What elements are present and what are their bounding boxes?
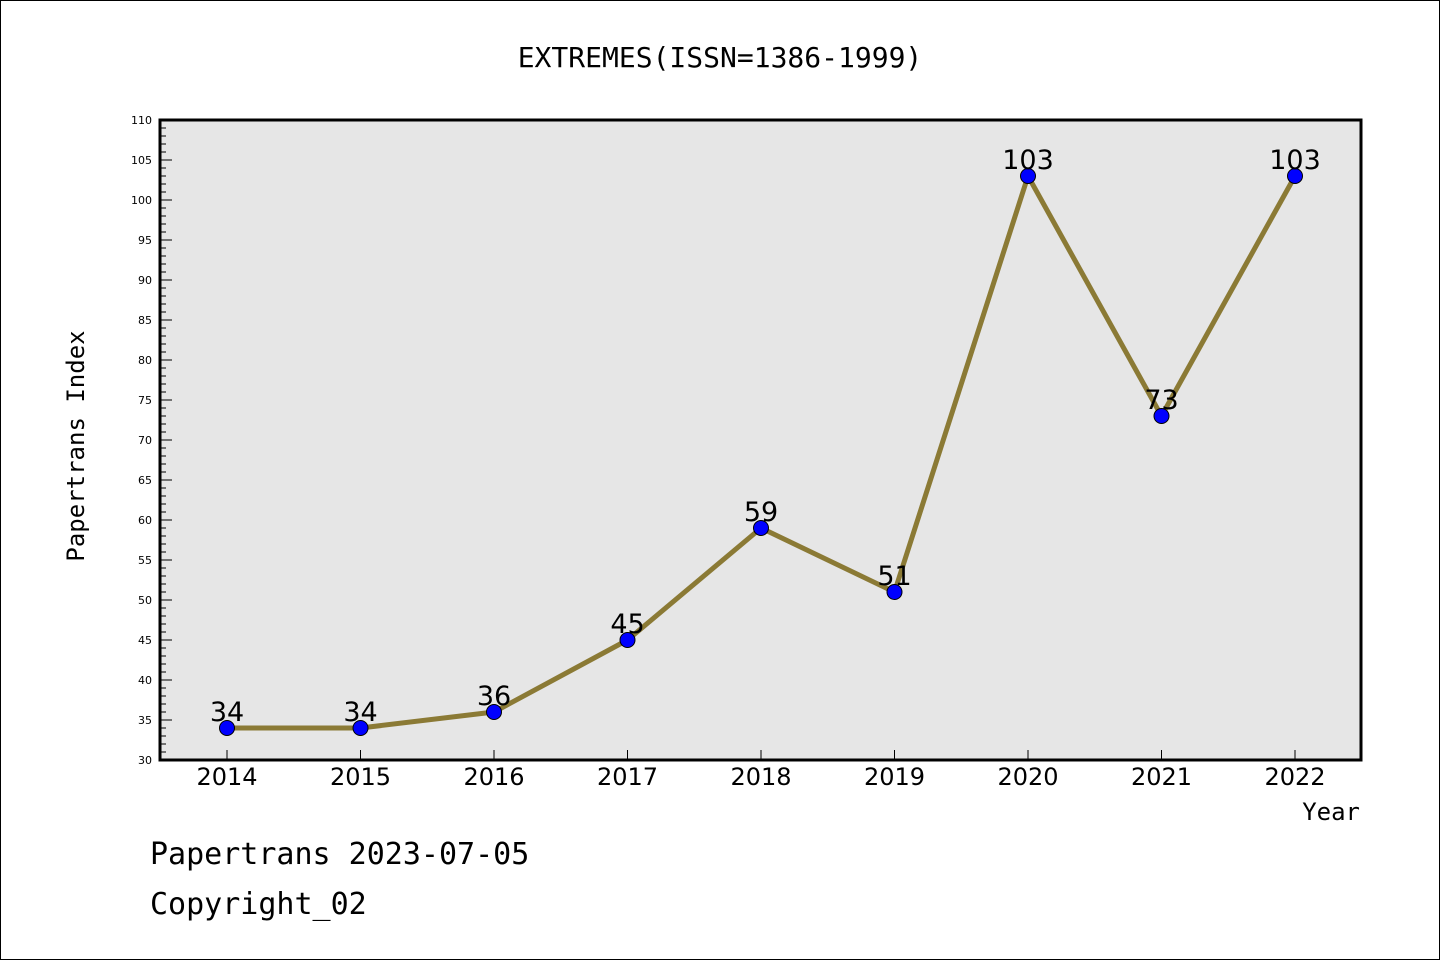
data-point (1020, 168, 1036, 184)
data-label: 103 (1002, 145, 1054, 176)
data-label: 51 (877, 561, 911, 592)
x-tick-label: 2016 (463, 763, 524, 791)
y-tick-label: 65 (138, 474, 152, 487)
y-axis-label: Papertrans Index (62, 330, 90, 561)
data-points (219, 168, 1303, 736)
x-tick-label: 2020 (997, 763, 1058, 791)
plot-area (160, 120, 1361, 760)
data-label: 45 (610, 609, 644, 640)
y-tick-label: 80 (138, 354, 152, 367)
data-point (219, 720, 235, 736)
x-tick-label: 2022 (1264, 763, 1325, 791)
x-tick-label: 2014 (196, 763, 257, 791)
data-label: 73 (1144, 385, 1178, 416)
x-tick-label: 2018 (730, 763, 791, 791)
data-point (486, 704, 502, 720)
chart-title: EXTREMES(ISSN=1386-1999) (518, 41, 923, 74)
footer-date: Papertrans 2023-07-05 (150, 837, 529, 872)
y-tick-label: 105 (131, 154, 152, 167)
x-axis-label: Year (1302, 798, 1360, 826)
data-point (1287, 168, 1303, 184)
footer-copyright: Copyright_02 (150, 887, 367, 922)
data-point (619, 632, 636, 648)
y-tick-label: 100 (131, 194, 152, 207)
y-tick-label: 75 (138, 394, 152, 407)
data-labels: 34 34 36 45 59 51 103 73 103 (210, 145, 1321, 728)
data-label: 36 (477, 681, 511, 712)
y-tick-label: 55 (138, 554, 152, 567)
y-tick-label: 50 (138, 594, 152, 607)
data-label: 34 (343, 697, 377, 728)
y-tick-label: 45 (138, 634, 152, 647)
x-tick-label: 2021 (1131, 763, 1192, 791)
y-tick-label: 85 (138, 314, 152, 327)
data-label: 59 (744, 497, 778, 528)
data-point (1153, 408, 1170, 424)
x-tick-label: 2019 (864, 763, 925, 791)
y-tick-label: 40 (138, 674, 152, 687)
y-axis-ticks: 30 35 40 45 50 55 60 65 70 75 80 85 90 95 100 105 110 (131, 114, 172, 767)
data-point (886, 584, 903, 600)
y-tick-label: 60 (138, 514, 152, 527)
y-tick-label: 70 (138, 434, 152, 447)
data-label: 103 (1269, 145, 1321, 176)
y-tick-label: 30 (138, 754, 152, 767)
plot-border (158, 118, 1363, 762)
x-tick-label: 2017 (597, 763, 658, 791)
y-tick-label: 35 (138, 714, 152, 727)
x-axis-ticks: 2014 2015 2016 2017 2018 2019 2020 2021 2022 (196, 750, 1326, 791)
y-tick-label: 110 (131, 114, 152, 127)
x-tick-label: 2015 (330, 763, 391, 791)
data-point (352, 720, 369, 736)
y-tick-label: 90 (138, 274, 152, 287)
data-point (753, 520, 769, 536)
y-tick-label: 95 (138, 234, 152, 247)
data-label: 34 (210, 697, 244, 728)
